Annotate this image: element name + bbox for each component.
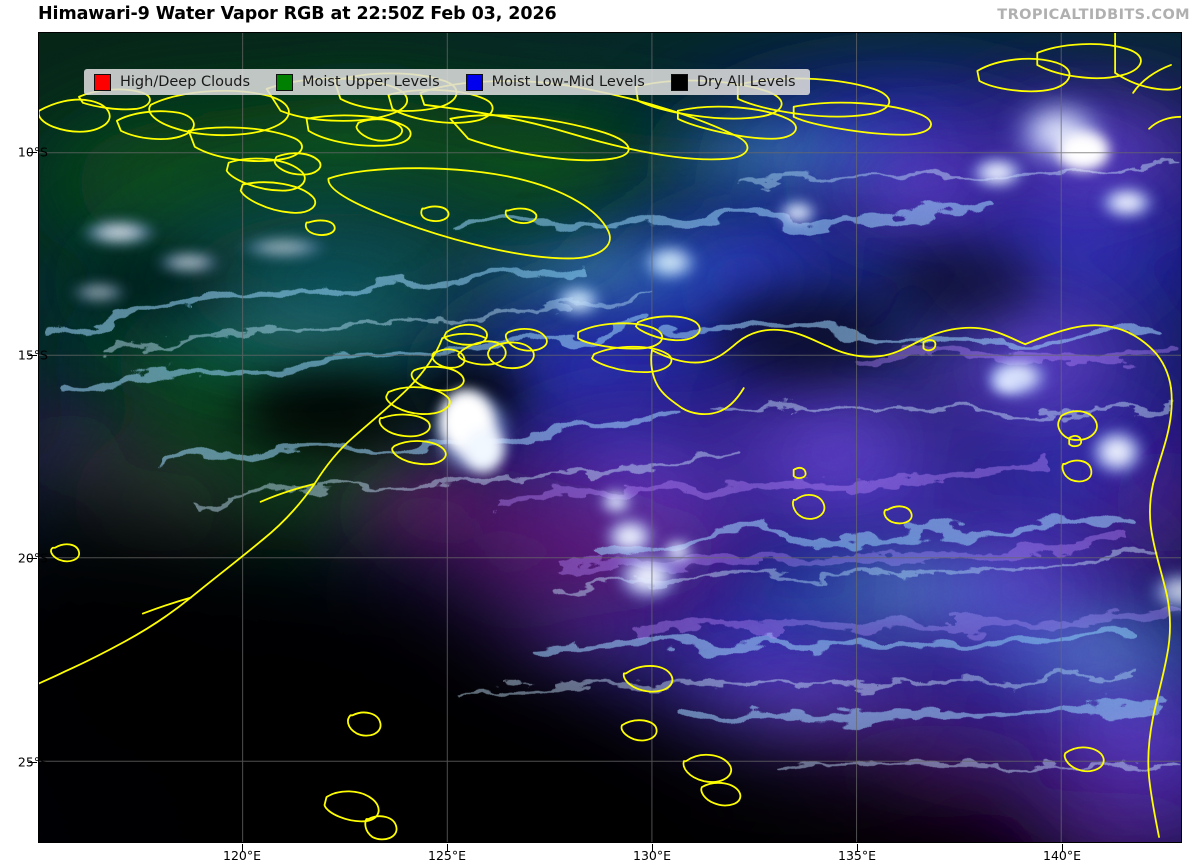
legend-label: Dry All Levels [696,74,796,90]
map-gridlines [39,33,1181,842]
lon-tick-135e [857,844,858,852]
lon-label-135e: 135°E [837,848,877,863]
lon-label-125e: 125°E [427,848,467,863]
legend-item-moist-upper-levels: Moist Upper Levels [276,73,440,91]
green-swatch-icon [276,73,294,91]
legend-label: Moist Low-Mid Levels [491,74,645,90]
lon-tick-140e [1062,844,1063,852]
water-vapor-rgb-imagery [39,33,1181,842]
lat-tick-15s [28,355,37,356]
lon-tick-130e [652,844,653,852]
legend-label: Moist Upper Levels [302,74,440,90]
lat-tick-25s [28,762,37,763]
red-swatch-icon [94,73,111,91]
legend-label: High/Deep Clouds [120,74,251,90]
map-legend: High/Deep Clouds Moist Upper Levels Mois… [84,69,810,95]
lon-label-130e: 130°E [632,848,672,863]
site-watermark: TROPICALTIDBITS.COM [997,7,1190,23]
satellite-map[interactable]: High/Deep Clouds Moist Upper Levels Mois… [38,32,1182,843]
lon-label-140e: 140°E [1042,848,1082,863]
legend-item-dry-all-levels: Dry All Levels [670,73,796,91]
lat-tick-10s [28,152,37,153]
legend-item-moist-low-mid-levels: Moist Low-Mid Levels [465,73,645,91]
lat-tick-20s [28,558,37,559]
black-swatch-icon [670,73,688,91]
blue-swatch-icon [465,73,483,91]
legend-item-high-deep-clouds: High/Deep Clouds [94,73,251,91]
lon-tick-125e [447,844,448,852]
page-title: Himawari-9 Water Vapor RGB at 22:50Z Feb… [38,4,557,24]
coastlines [39,33,1181,841]
lon-tick-120e [242,844,243,852]
lon-label-120e: 120°E [222,848,262,863]
